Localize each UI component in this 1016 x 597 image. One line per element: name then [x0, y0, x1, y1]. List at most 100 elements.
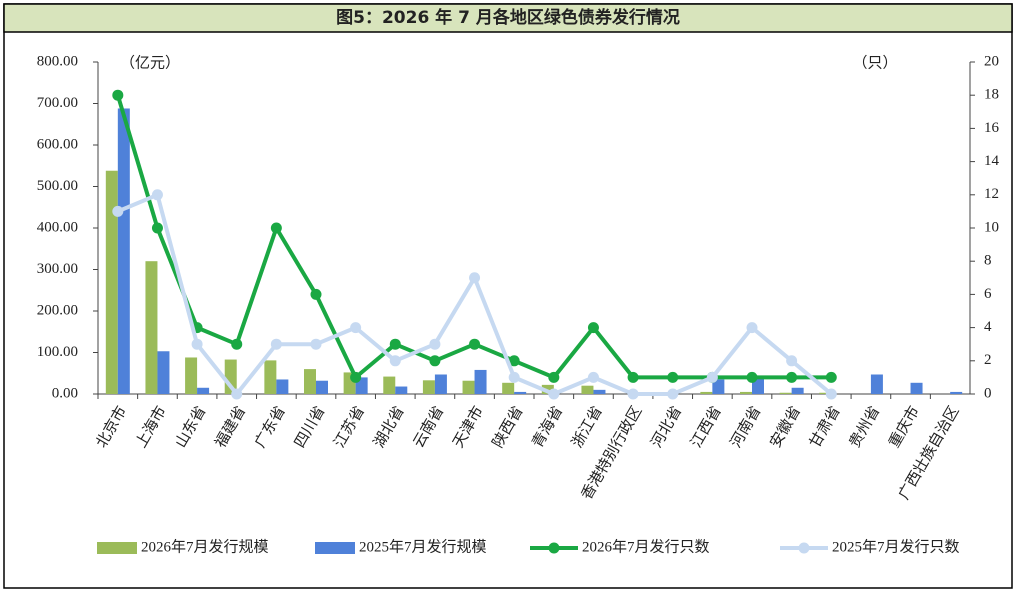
bar	[712, 379, 725, 394]
bar	[105, 170, 118, 394]
y-unit: （亿元）	[120, 54, 180, 71]
bar	[870, 374, 883, 394]
bar	[316, 380, 328, 394]
bar	[264, 360, 277, 394]
y2-tick-label: 2	[984, 352, 992, 368]
bar	[395, 386, 408, 394]
bar	[276, 379, 289, 394]
bar	[740, 391, 752, 394]
legend-swatch	[315, 542, 355, 554]
legend-label: 2026年7月发行规模	[141, 538, 269, 555]
line-point	[389, 355, 401, 367]
line-point	[627, 388, 639, 400]
line-point	[469, 338, 481, 350]
line-point	[112, 89, 124, 101]
line-point	[548, 388, 560, 400]
line-point	[825, 388, 837, 400]
y2-tick-label: 12	[984, 186, 999, 202]
y-tick-label: 500.00	[37, 178, 78, 194]
y-tick-label: 700.00	[37, 95, 78, 111]
line-point	[270, 222, 282, 234]
bar	[700, 391, 713, 394]
line-point	[746, 371, 758, 383]
bar	[304, 369, 316, 394]
y2-tick-label: 20	[984, 53, 999, 69]
bar	[145, 261, 158, 394]
y2-tick-label: 0	[984, 385, 992, 401]
legend-label: 2025年7月发行只数	[832, 538, 960, 555]
legend-swatch	[97, 542, 137, 554]
y-tick-label: 400.00	[37, 219, 78, 235]
line-point	[231, 388, 243, 400]
y-tick-label: 100.00	[37, 344, 78, 360]
bar	[434, 374, 447, 394]
line-point	[310, 288, 322, 300]
y2-tick-label: 8	[984, 253, 992, 269]
y2-tick-label: 18	[984, 87, 999, 103]
line-point	[310, 338, 322, 350]
bar	[383, 376, 396, 394]
bar	[422, 380, 435, 394]
line-point	[389, 338, 401, 350]
bar	[910, 382, 923, 394]
bar	[117, 108, 130, 394]
y-tick-label: 300.00	[37, 261, 78, 277]
title-band	[3, 3, 1013, 33]
line-point	[825, 371, 837, 383]
line-point	[350, 322, 362, 334]
line-point	[231, 338, 243, 350]
line-point	[191, 338, 203, 350]
line-point	[112, 205, 124, 217]
line-point	[746, 322, 758, 334]
bar	[197, 387, 210, 394]
legend-label: 2025年7月发行规模	[359, 538, 487, 555]
bar	[581, 385, 594, 394]
line-point	[706, 371, 718, 383]
line-point	[270, 338, 282, 350]
y-tick-label: 800.00	[37, 53, 78, 69]
line-point	[151, 222, 163, 234]
line-point	[587, 322, 599, 334]
line-point	[548, 371, 560, 383]
y-tick-label: 600.00	[37, 136, 78, 152]
y2-tick-label: 6	[984, 286, 992, 302]
y2-tick-label: 14	[984, 153, 1000, 169]
bar	[502, 382, 515, 394]
bar	[950, 391, 963, 394]
bar	[474, 369, 487, 394]
line-point	[469, 272, 481, 284]
y-tick-label: 200.00	[37, 302, 78, 318]
line-point	[667, 371, 679, 383]
frame	[3, 3, 1013, 589]
y-tick-label: 0.00	[52, 385, 78, 401]
legend-label: 2026年7月发行只数	[582, 538, 710, 555]
line-point	[429, 355, 441, 367]
y2-tick-label: 16	[984, 120, 1000, 136]
legend-swatch-point	[548, 542, 560, 554]
line-point	[508, 371, 520, 383]
legend-swatch-point	[798, 542, 810, 554]
line-point	[508, 355, 520, 367]
bar	[185, 357, 198, 394]
bar	[779, 392, 792, 394]
bar	[819, 392, 832, 394]
line-point	[627, 371, 639, 383]
bar	[157, 351, 170, 394]
line-point	[350, 371, 362, 383]
line-point	[667, 388, 679, 400]
bar	[791, 387, 804, 394]
line-point	[786, 371, 798, 383]
y2-unit: （只）	[852, 54, 897, 71]
line-point	[786, 355, 798, 367]
line-point	[587, 371, 599, 383]
line-point	[151, 189, 163, 201]
bar	[462, 380, 475, 394]
y2-tick-label: 4	[984, 319, 992, 335]
bar	[593, 389, 606, 394]
y2-tick-label: 10	[984, 219, 999, 235]
bar	[514, 391, 527, 394]
line-point	[429, 338, 441, 350]
chart-title: 图5：2026 年 7 月各地区绿色债券发行情况	[336, 7, 680, 28]
